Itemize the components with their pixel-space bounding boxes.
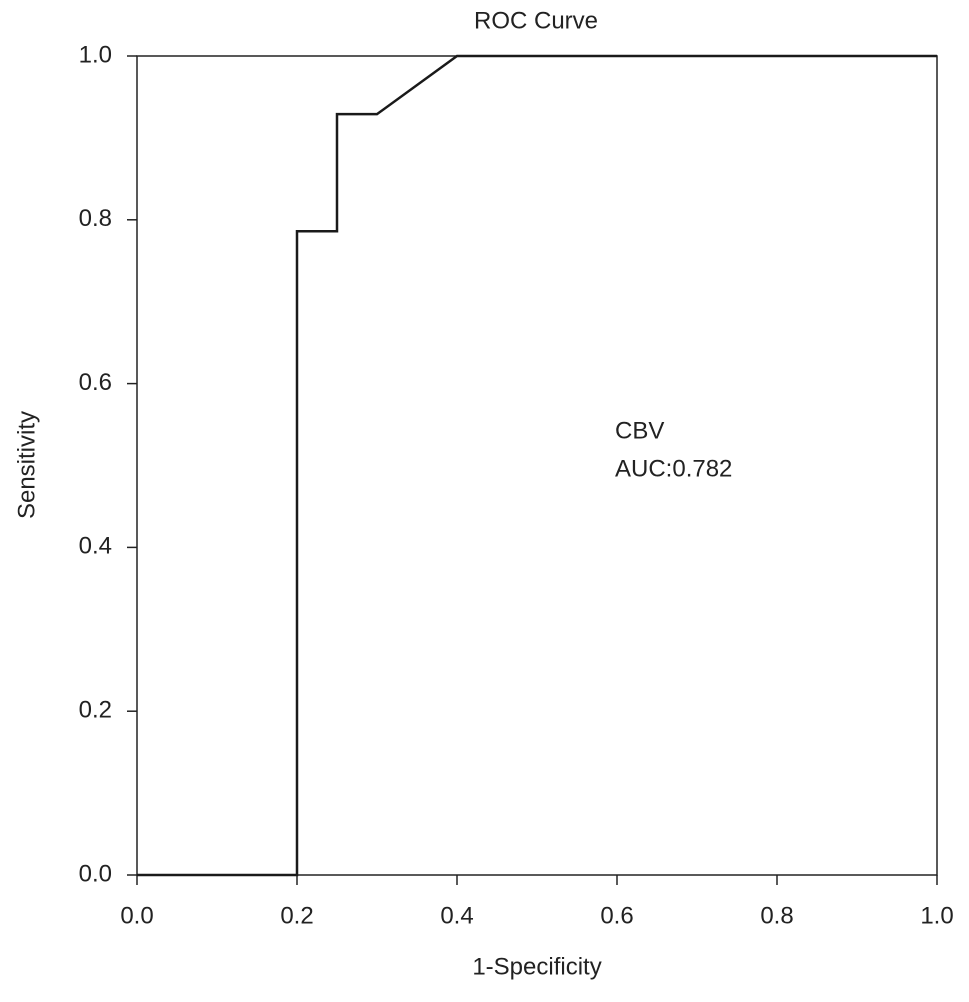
y-tick-label: 0.8: [79, 205, 112, 232]
y-tick-label: 1.0: [79, 41, 112, 68]
x-tick-label: 0.8: [760, 902, 793, 929]
x-tick-label: 0.2: [280, 902, 313, 929]
roc-line: [137, 54, 937, 877]
plot-frame: [136, 55, 938, 876]
y-tick-label: 0.2: [79, 697, 112, 724]
x-axis-label: 1-Specificity: [472, 953, 601, 980]
x-tick-label: 0.0: [120, 902, 153, 929]
y-tick-label: 0.4: [79, 533, 112, 560]
x-tick-label: 0.6: [600, 902, 633, 929]
x-tick-label: 1.0: [920, 902, 953, 929]
y-tick-label: 0.0: [79, 860, 112, 887]
x-tick-label: 0.4: [440, 902, 473, 929]
y-axis-label: Sensitivity: [13, 411, 40, 519]
annotation: CBV: [615, 417, 664, 444]
annotation: AUC:0.782: [615, 455, 732, 482]
y-tick-label: 0.6: [79, 369, 112, 396]
chart-title: ROC Curve: [474, 7, 598, 34]
